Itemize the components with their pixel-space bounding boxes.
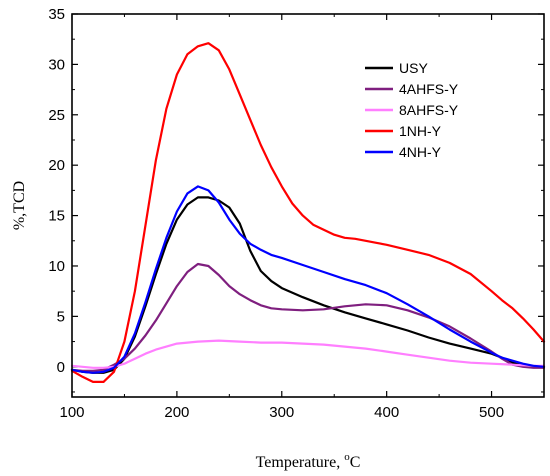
series-line-4ahfs-y — [70, 262, 546, 372]
legend-label: USY — [399, 60, 428, 76]
legend-label: 1NH-Y — [399, 123, 442, 139]
x-tick-label: 100 — [59, 404, 84, 421]
plot-series — [70, 42, 546, 383]
y-tick-label: 30 — [48, 56, 65, 73]
plot-area-frame — [71, 13, 545, 398]
x-tick-label: 300 — [269, 404, 294, 421]
y-tick-label: 35 — [48, 6, 65, 23]
legend-label: 4NH-Y — [399, 144, 442, 160]
x-tick-label: 400 — [374, 404, 399, 421]
y-tick-label: 5 — [57, 308, 65, 325]
x-axis-title: Temperature, oC — [256, 451, 361, 471]
x-tick-label: 500 — [479, 404, 504, 421]
series-line-4nh-y — [70, 185, 546, 374]
y-tick-label: 15 — [48, 208, 65, 225]
x-tick-label: 200 — [164, 404, 189, 421]
legend-label: 8AHFS-Y — [399, 102, 459, 118]
axis-ticks: 100 200 300 400 500 0 5 10 15 20 25 30 35 — [48, 6, 544, 421]
y-tick-label: 0 — [57, 359, 65, 376]
y-tick-label: 25 — [48, 107, 65, 124]
y-axis-title: %,TCD — [11, 181, 28, 230]
series-line-1nh-y — [70, 42, 546, 383]
series-line-8ahfs-y — [70, 339, 546, 369]
legend-label: 4AHFS-Y — [399, 81, 459, 97]
legend: USY 4AHFS-Y 8AHFS-Y 1NH-Y 4NH-Y — [365, 60, 459, 160]
y-tick-label: 20 — [48, 157, 65, 174]
y-tick-label: 10 — [48, 258, 65, 275]
series-line-usy — [70, 196, 546, 374]
